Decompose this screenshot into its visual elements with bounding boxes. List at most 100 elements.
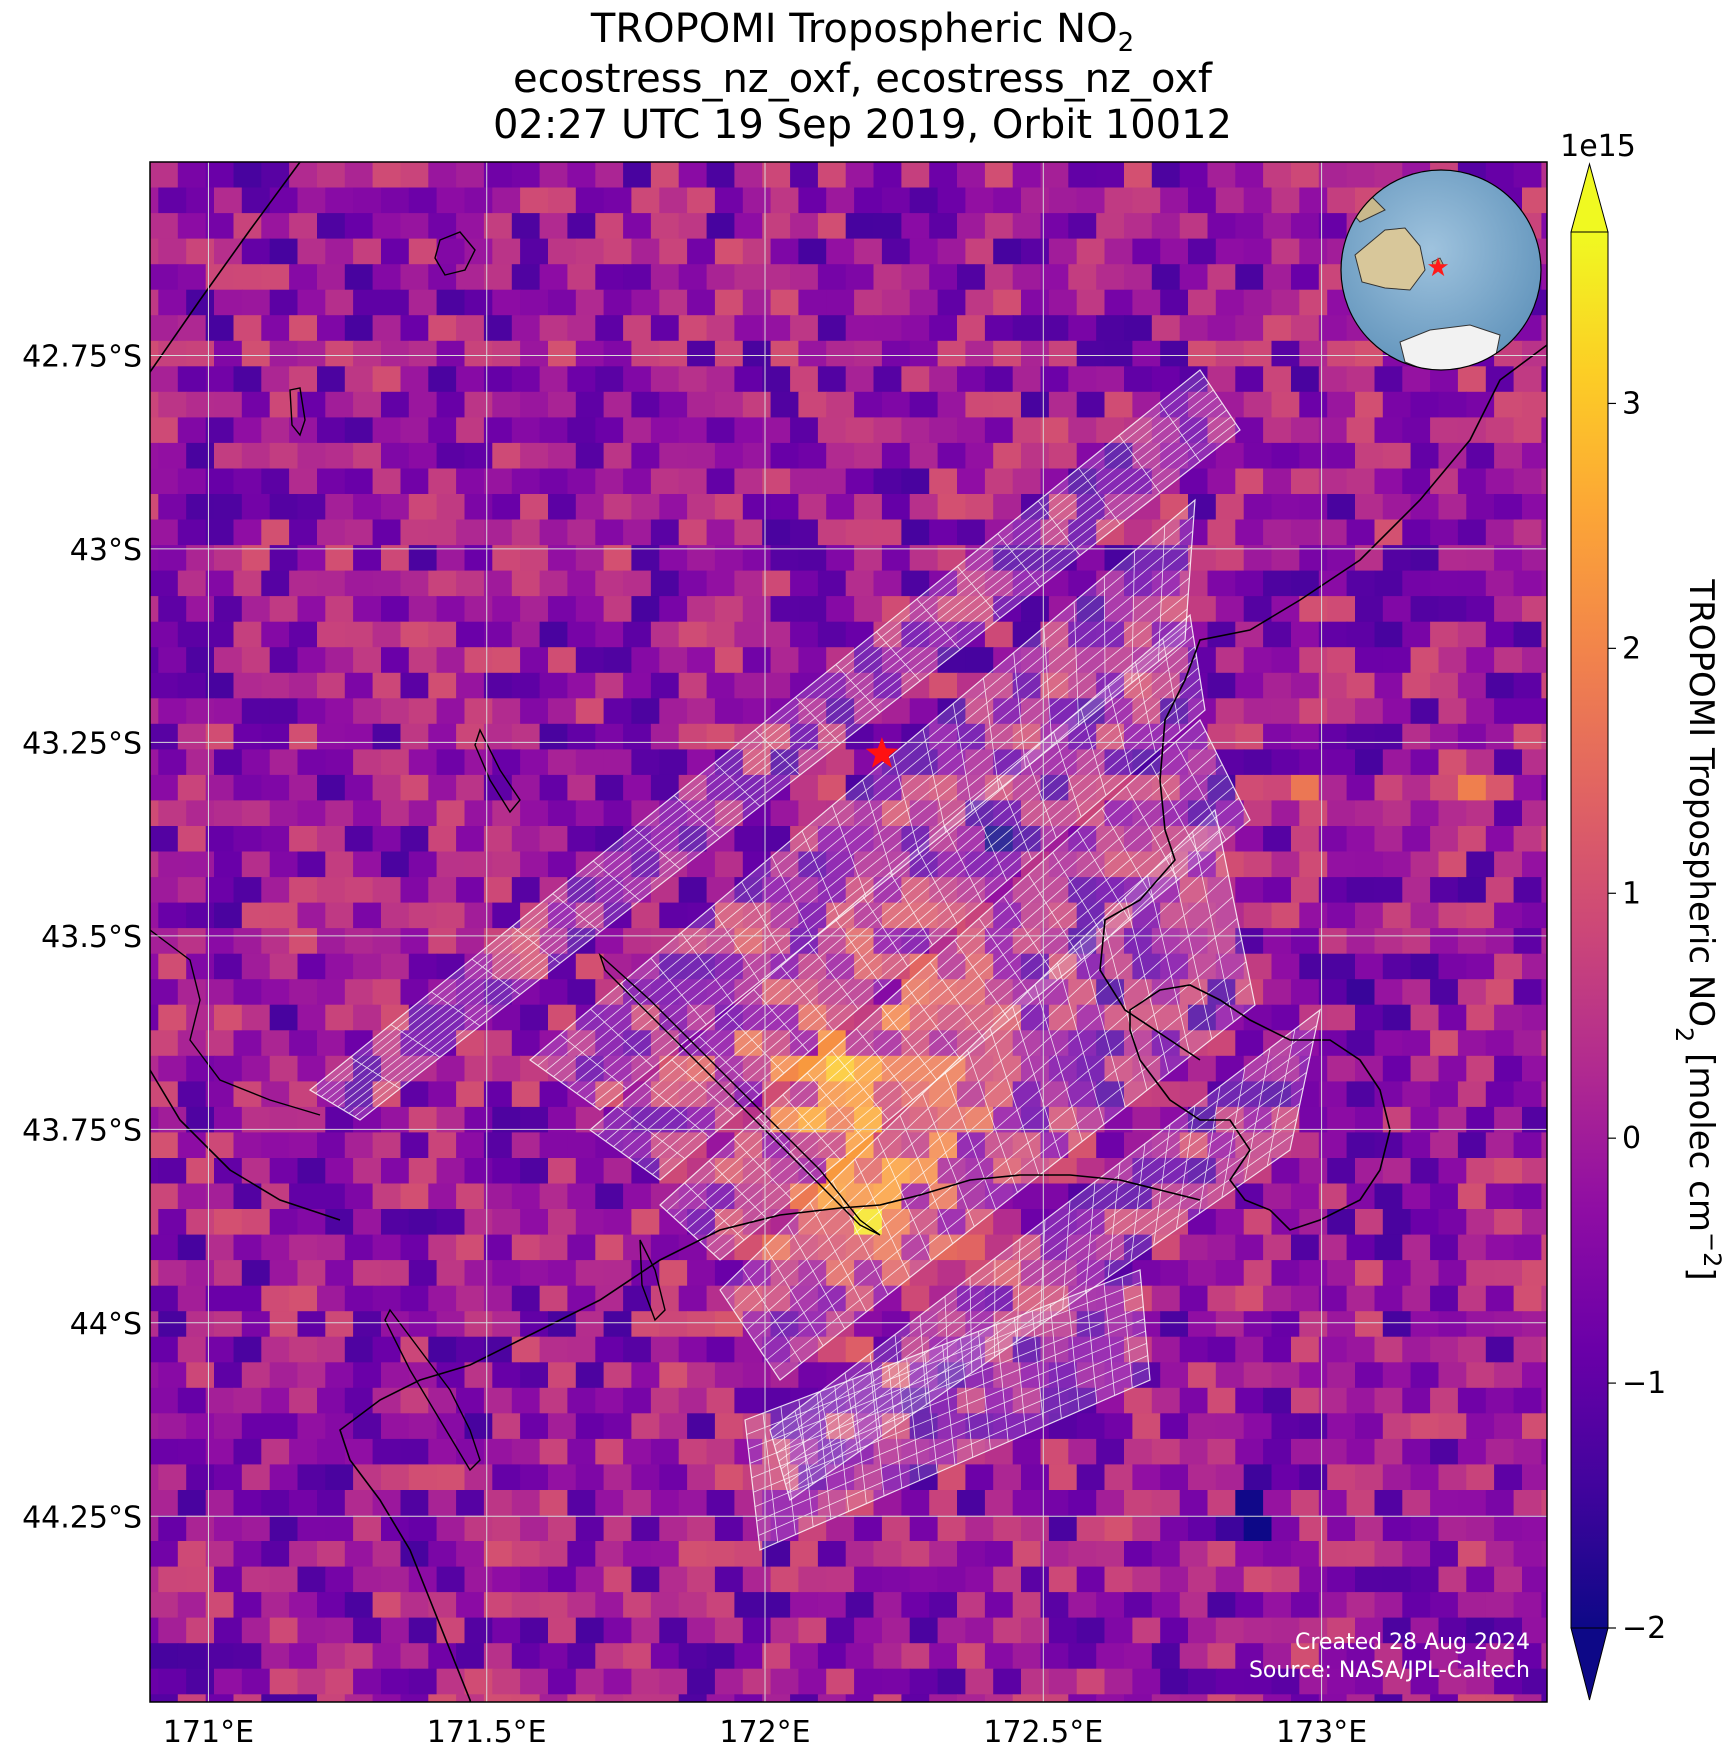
no2-pixel [734, 1234, 763, 1261]
no2-pixel [742, 1106, 772, 1134]
no2-pixel [817, 1694, 847, 1702]
no2-pixel [1466, 1464, 1495, 1491]
no2-pixel [436, 1311, 466, 1338]
no2-pixel [1040, 366, 1070, 393]
no2-pixel [1291, 621, 1320, 648]
no2-pixel [1318, 723, 1348, 751]
no2-pixel [205, 1490, 235, 1517]
no2-pixel [428, 1387, 457, 1415]
no2-pixel [177, 877, 207, 904]
no2-pixel [993, 1464, 1022, 1491]
no2-pixel [1346, 928, 1376, 955]
no2-pixel [289, 928, 318, 955]
no2-pixel [492, 698, 521, 725]
no2-pixel [1151, 1592, 1181, 1619]
no2-pixel [1040, 264, 1070, 291]
no2-pixel [678, 1592, 708, 1619]
no2-pixel [177, 1387, 207, 1415]
no2-pixel [1438, 545, 1468, 572]
no2-pixel [1048, 1668, 1078, 1695]
no2-pixel [1132, 1413, 1161, 1440]
no2-pixel [177, 570, 207, 597]
no2-pixel [539, 1694, 569, 1702]
no2-pixel [790, 468, 819, 495]
no2-pixel [1263, 1438, 1292, 1466]
ecostress-footprint-mesh [308, 369, 1321, 1551]
no2-pixel [344, 1132, 374, 1159]
no2-pixel [233, 928, 263, 955]
no2-pixel [1430, 1285, 1459, 1312]
no2-pixel [511, 1592, 541, 1619]
no2-pixel [1096, 1132, 1125, 1159]
no2-pixel [464, 902, 494, 929]
no2-pixel [567, 213, 596, 240]
no2-pixel [993, 1106, 1022, 1134]
no2-pixel [492, 953, 521, 980]
no2-pixel [233, 366, 263, 393]
no2-pixel [1151, 213, 1181, 240]
no2-pixel [289, 264, 318, 291]
no2-pixel [1410, 1260, 1440, 1287]
no2-pixel [742, 1311, 772, 1338]
no2-pixel [1374, 1081, 1404, 1108]
no2-pixel [1021, 902, 1050, 929]
no2-pixel [817, 366, 847, 393]
no2-pixel [1263, 1592, 1292, 1619]
no2-pixel [456, 723, 485, 751]
no2-pixel [1104, 1668, 1134, 1695]
no2-pixel [269, 1158, 299, 1185]
no2-pixel [854, 647, 883, 674]
no2-pixel [1104, 391, 1134, 419]
no2-pixel [1382, 1668, 1412, 1695]
no2-pixel [1104, 1566, 1134, 1593]
no2-pixel [177, 774, 207, 802]
no2-pixel [548, 1158, 577, 1185]
no2-pixel [1346, 1336, 1376, 1363]
no2-pixel [1457, 1336, 1487, 1363]
no2-pixel [1179, 570, 1209, 597]
no2-pixel [1494, 545, 1523, 572]
no2-pixel [817, 1490, 847, 1517]
no2-pixel [456, 877, 485, 904]
no2-pixel [428, 826, 457, 853]
no2-pixel [1494, 749, 1523, 776]
australia-landmass [1354, 227, 1426, 291]
no2-pixel [1188, 1209, 1217, 1236]
no2-pixel [798, 1209, 827, 1236]
no2-pixel [1291, 1643, 1320, 1670]
no2-pixel [186, 391, 215, 419]
no2-pixel [233, 264, 263, 291]
no2-pixel [233, 315, 263, 342]
no2-pixel [233, 723, 263, 751]
no2-pixel [873, 366, 903, 393]
no2-pixel [1457, 774, 1487, 802]
no2-pixel [659, 1055, 688, 1083]
no2-pixel [150, 519, 179, 546]
no2-pixel [687, 800, 716, 827]
no2-pixel [1346, 1643, 1376, 1670]
no2-pixel [464, 1311, 494, 1338]
no2-pixel [1124, 570, 1153, 597]
ecostress-scene [529, 498, 1196, 1111]
no2-pixel [520, 851, 549, 878]
no2-pixel [1188, 749, 1217, 776]
no2-pixel [428, 774, 457, 802]
no2-pixel [1235, 162, 1264, 189]
no2-pixel [548, 1566, 577, 1593]
no2-pixel [289, 570, 318, 597]
no2-pixel [734, 621, 763, 648]
no2-pixel [241, 1566, 271, 1593]
no2-pixel [984, 877, 1014, 904]
no2-pixel [1410, 1668, 1440, 1695]
no2-pixel [289, 1030, 318, 1057]
no2-pixel [631, 494, 660, 521]
no2-pixel [456, 417, 485, 444]
no2-pixel [428, 1694, 457, 1702]
no2-pixel [678, 570, 708, 597]
no2-pixel [289, 979, 318, 1006]
no2-pixel [873, 1592, 903, 1619]
no2-pixel [400, 979, 430, 1006]
no2-pixel [158, 1617, 187, 1644]
no2-pixel [539, 928, 569, 955]
